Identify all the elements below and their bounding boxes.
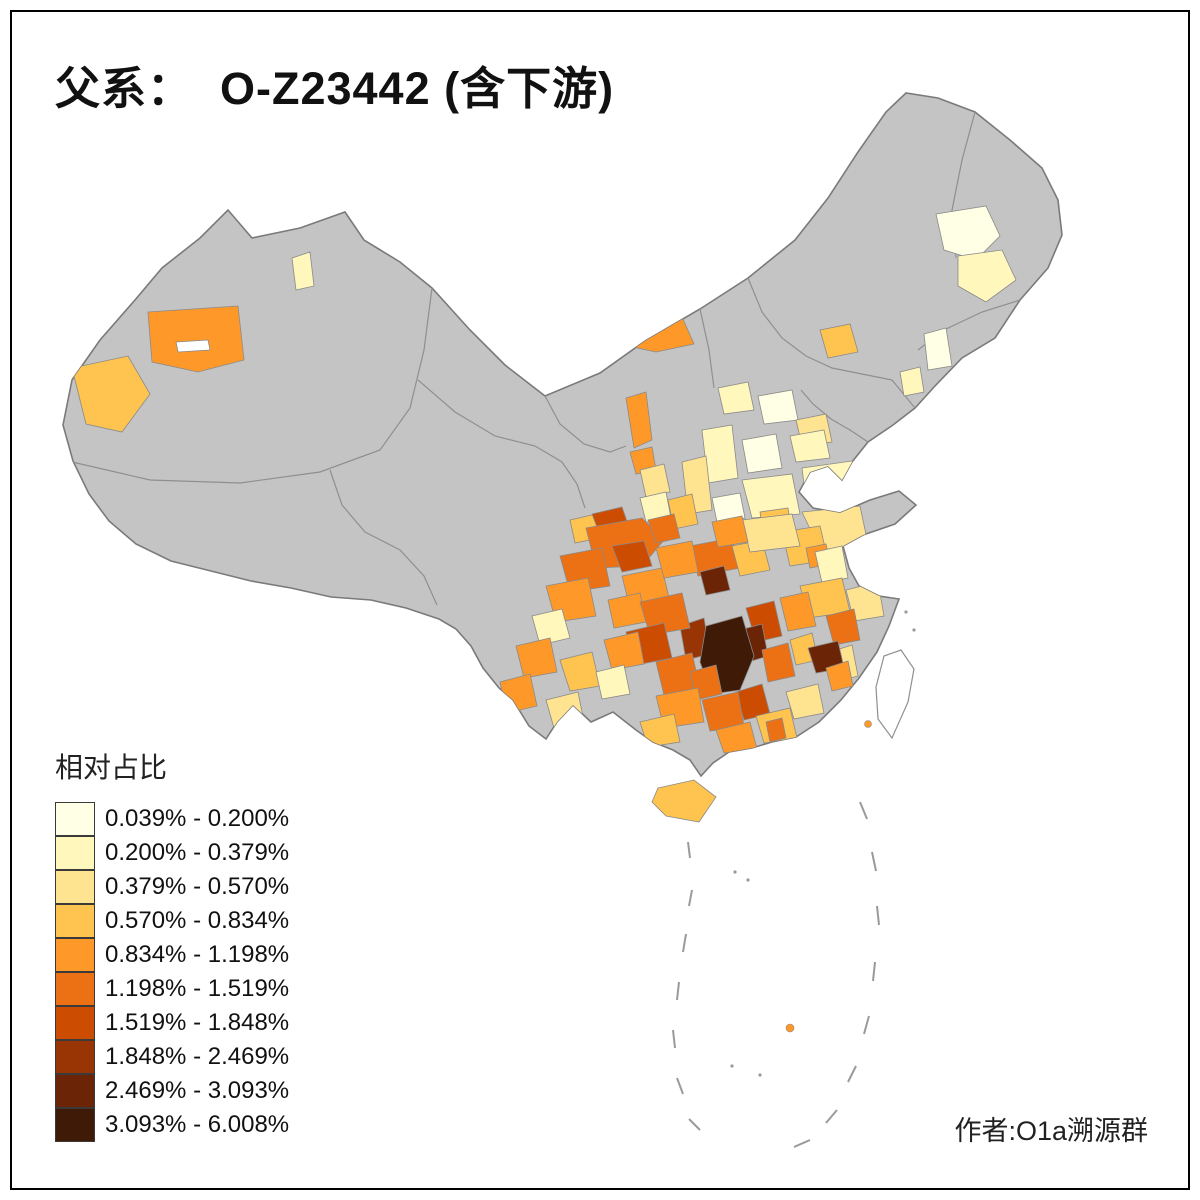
legend-swatch [55, 1108, 95, 1142]
legend-row: 3.093% - 6.008% [55, 1108, 289, 1142]
small-island [912, 628, 916, 632]
nine-dash-line [672, 801, 880, 1148]
legend-swatch [55, 1006, 95, 1040]
small-island [730, 1064, 734, 1068]
hainan-island [651, 779, 717, 823]
legend-row: 0.200% - 0.379% [55, 836, 289, 870]
legend-row: 1.848% - 2.469% [55, 1040, 289, 1074]
small-island [785, 1023, 795, 1033]
map-region [639, 592, 691, 636]
legend-swatch [55, 972, 95, 1006]
legend-swatch [55, 836, 95, 870]
province-border [800, 389, 869, 443]
map-region [595, 664, 631, 700]
legend-row: 1.519% - 1.848% [55, 1006, 289, 1040]
map-region [639, 463, 671, 498]
map-region [785, 683, 825, 720]
map-region [611, 540, 653, 573]
legend-swatch [55, 938, 95, 972]
small-island [904, 610, 908, 614]
legend-swatch [55, 904, 95, 938]
map-region [957, 249, 1017, 303]
lake [175, 339, 211, 353]
legend-swatch [55, 802, 95, 836]
province-border [747, 277, 916, 409]
map-region [779, 591, 817, 632]
map-region [819, 323, 859, 359]
map-region [711, 492, 746, 523]
map-region [825, 608, 861, 646]
legend-range-label: 0.834% - 1.198% [105, 941, 290, 968]
legend-range-label: 0.039% - 0.200% [105, 805, 290, 832]
map-region [711, 515, 749, 548]
small-island [746, 878, 750, 882]
legend-row: 2.469% - 3.093% [55, 1074, 289, 1108]
small-island [758, 1073, 762, 1077]
map-region [741, 513, 801, 553]
legend-swatch [55, 1040, 95, 1074]
map-region [923, 327, 953, 371]
province-border [699, 308, 715, 389]
map-region [765, 717, 787, 743]
legend-range-label: 1.519% - 1.848% [105, 1009, 290, 1036]
map-region [699, 565, 731, 596]
map-region [814, 545, 849, 584]
legend-title: 相对占比 [55, 752, 168, 783]
province-border [329, 469, 438, 606]
attribution: 作者:O1a溯源群 [954, 1116, 1148, 1146]
legend-row: 0.379% - 0.570% [55, 870, 289, 904]
map-region [147, 305, 245, 373]
map-region [647, 513, 681, 544]
map-region [789, 429, 831, 463]
province-border [71, 287, 433, 484]
map-region [603, 631, 645, 671]
map-region [717, 381, 755, 415]
legend-swatch [55, 1074, 95, 1108]
map-region [291, 251, 315, 291]
small-island [733, 870, 737, 874]
map-region [761, 642, 796, 683]
map-region [71, 355, 151, 433]
islands [651, 610, 916, 1148]
legend: 相对占比 0.039% - 0.200% 0.200% - 0.379% 0.379… [55, 746, 289, 1142]
legend-swatch [55, 870, 95, 904]
legend-range-label: 3.093% - 6.008% [105, 1111, 290, 1138]
map-regions [71, 205, 1017, 754]
legend-range-label: 1.848% - 2.469% [105, 1043, 290, 1070]
legend-row: 1.198% - 1.519% [55, 972, 289, 1006]
small-island [864, 720, 872, 728]
taiwan-island [875, 649, 915, 740]
map-region [741, 473, 801, 519]
legend-row: 0.834% - 1.198% [55, 938, 289, 972]
map-region [655, 540, 699, 579]
legend-range-label: 1.198% - 1.519% [105, 975, 290, 1002]
province-border [417, 379, 586, 509]
map-region [515, 637, 558, 679]
legend-rows: 0.039% - 0.200% 0.200% - 0.379% 0.379% - 0… [55, 802, 289, 1142]
legend-range-label: 2.469% - 3.093% [105, 1077, 290, 1104]
map-region [899, 366, 925, 397]
map-region [741, 433, 783, 474]
legend-range-label: 0.570% - 0.834% [105, 907, 290, 934]
map-title: 父系： O-Z23442 (含下游) [55, 63, 615, 114]
legend-row: 0.570% - 0.834% [55, 904, 289, 938]
map-region [757, 389, 799, 425]
map-region [625, 391, 653, 449]
legend-range-label: 0.379% - 0.570% [105, 873, 290, 900]
province-border [544, 395, 627, 453]
map-region [531, 608, 571, 646]
map-region [801, 460, 871, 505]
legend-range-label: 0.200% - 0.379% [105, 839, 290, 866]
legend-row: 0.039% - 0.200% [55, 802, 289, 836]
map-region [935, 205, 1001, 261]
